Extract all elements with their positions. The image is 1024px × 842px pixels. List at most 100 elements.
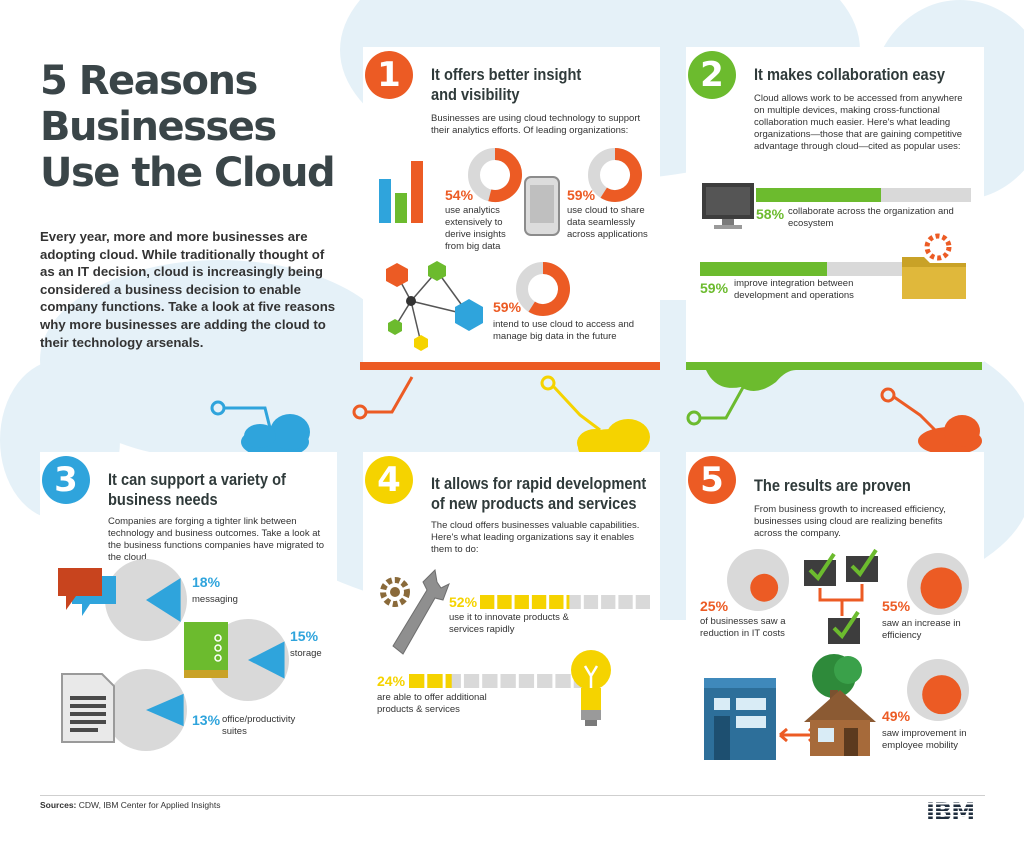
- stat-percent: 55%: [882, 598, 911, 614]
- panel-business-needs: 3 It can support a variety of business n…: [40, 452, 337, 774]
- bar-segment: [601, 595, 616, 609]
- panel-intro: The cloud offers businesses valuable cap…: [431, 520, 640, 555]
- stat-description: are able to offer additional products & …: [377, 692, 487, 715]
- tablet-icon: [524, 176, 560, 236]
- green-connector-cloud-icon: [686, 362, 982, 426]
- panel-number: 3: [42, 456, 90, 504]
- bar-segment: [500, 674, 516, 688]
- stat-description: use analytics extensively to derive insi…: [445, 205, 506, 252]
- stat-percent: 59%: [700, 280, 729, 296]
- title-line: It offers better insight: [431, 65, 582, 84]
- bar-segment: [566, 595, 581, 609]
- bar-segment-filled: [409, 674, 425, 688]
- bar-segment: [537, 674, 553, 688]
- bar-segment-filled: [549, 595, 564, 609]
- stat-description: storage: [290, 648, 322, 659]
- segmented-bar: [409, 674, 589, 688]
- segmented-bar: [480, 595, 650, 609]
- bar-segment: [518, 674, 535, 688]
- donut-chart: [468, 148, 522, 202]
- stat-circle: [907, 659, 969, 721]
- office-building-icon: [704, 678, 776, 760]
- sources-footer: Sources: CDW, IBM Center for Applied Ins…: [40, 800, 220, 810]
- stat-description: office/productivity suites: [222, 714, 296, 737]
- bar-segment: [482, 674, 498, 688]
- orange-connector-cloud-icon: [352, 362, 660, 420]
- panel-intro: Companies are forging a tighter link bet…: [108, 516, 324, 563]
- progress-bar-fill: [700, 262, 827, 276]
- stat-dot: [922, 675, 962, 715]
- connected-monitors-icon: [804, 548, 878, 644]
- footer-divider: [40, 795, 985, 796]
- panel-title: The results are proven: [754, 476, 911, 495]
- bar-segment: [583, 595, 599, 609]
- stat-percent: 13%: [192, 712, 221, 728]
- title-line: Businesses: [40, 104, 277, 150]
- title-line: of new products and services: [431, 494, 637, 513]
- panel-insight: 1 It offers better insight and visibilit…: [363, 47, 660, 362]
- panel-collaboration: 2 It makes collaboration easy Cloud allo…: [686, 47, 984, 362]
- panel-number: 5: [688, 456, 736, 504]
- panel-title: It makes collaboration easy: [754, 65, 945, 84]
- bar-segment-filled: [427, 674, 443, 688]
- network-icon: [386, 261, 483, 351]
- stat-description: collaborate across the organization and …: [788, 206, 954, 229]
- stat-percent: 24%: [377, 673, 406, 689]
- stat-circle: [907, 553, 969, 615]
- stat-description: use it to innovate products & services r…: [449, 612, 569, 635]
- stat-percent: 49%: [882, 708, 911, 724]
- stat-description: of businesses saw a reduction in IT cost…: [700, 616, 786, 639]
- panel-rapid-development: 4 It allows for rapid development of new…: [363, 452, 660, 774]
- stat-dot: [920, 567, 962, 609]
- bar-segment-filled: [566, 595, 570, 609]
- ibm-logo: IBM: [926, 798, 990, 826]
- blue-connector-cloud-icon: [210, 400, 310, 458]
- gear-wrench-icon: [380, 568, 450, 655]
- page-title: 5 Reasons Businesses Use the Cloud: [40, 58, 336, 196]
- progress-bar-fill: [756, 188, 881, 202]
- panel-intro: Businesses are using cloud technology to…: [431, 113, 641, 136]
- orange-connector-cloud-icon: [880, 387, 982, 455]
- bar-chart-icon: [379, 161, 423, 223]
- monitor-icon: [702, 183, 754, 229]
- chat-bubbles-icon: [58, 568, 116, 616]
- bar-segment-filled: [514, 595, 529, 609]
- stat-dot: [750, 573, 779, 602]
- bar-segment: [555, 674, 571, 688]
- panel-results: 5 The results are proven From business g…: [686, 452, 984, 774]
- panel-intro: From business growth to increased effici…: [754, 504, 946, 539]
- donut-chart: [588, 148, 642, 202]
- pie-chart: [105, 669, 187, 751]
- donut-value: [488, 148, 522, 202]
- intro-paragraph: Every year, more and more businesses are…: [40, 229, 336, 350]
- title-line: Use the Cloud: [40, 150, 336, 196]
- title-line: It can support a variety of: [108, 470, 286, 489]
- panel-title: It offers better insight and visibility: [431, 65, 581, 105]
- stat-description: messaging: [192, 594, 238, 605]
- stat-description: improve integration between development …: [734, 278, 854, 301]
- panel-number: 1: [365, 51, 413, 99]
- light-bulb-icon: [571, 650, 611, 726]
- title-line: 5 Reasons: [40, 58, 258, 104]
- bar-segment-filled: [480, 595, 495, 609]
- sources-label: Sources:: [40, 800, 77, 810]
- house-tree-icon: [804, 654, 876, 756]
- storage-card-icon: [184, 622, 228, 678]
- bar-segment: [635, 595, 650, 609]
- panel-number: 4: [365, 456, 413, 504]
- stat-description: saw an increase in efficiency: [882, 618, 961, 641]
- donut-value: [600, 148, 642, 202]
- donut-chart: [516, 262, 570, 316]
- title-line: and visibility: [431, 85, 520, 104]
- panel-number: 2: [688, 51, 736, 99]
- pie-slice: [248, 641, 285, 679]
- stat-percent: 18%: [192, 574, 221, 590]
- stat-circle: [727, 549, 789, 611]
- pie-slice: [146, 693, 184, 727]
- title-line: business needs: [108, 490, 218, 509]
- bar-segment-filled: [531, 595, 547, 609]
- stat-percent: 15%: [290, 628, 319, 644]
- title-line: It allows for rapid development: [431, 474, 647, 493]
- pie-slice: [146, 578, 181, 622]
- panel-intro: Cloud allows work to be accessed from an…: [754, 93, 963, 152]
